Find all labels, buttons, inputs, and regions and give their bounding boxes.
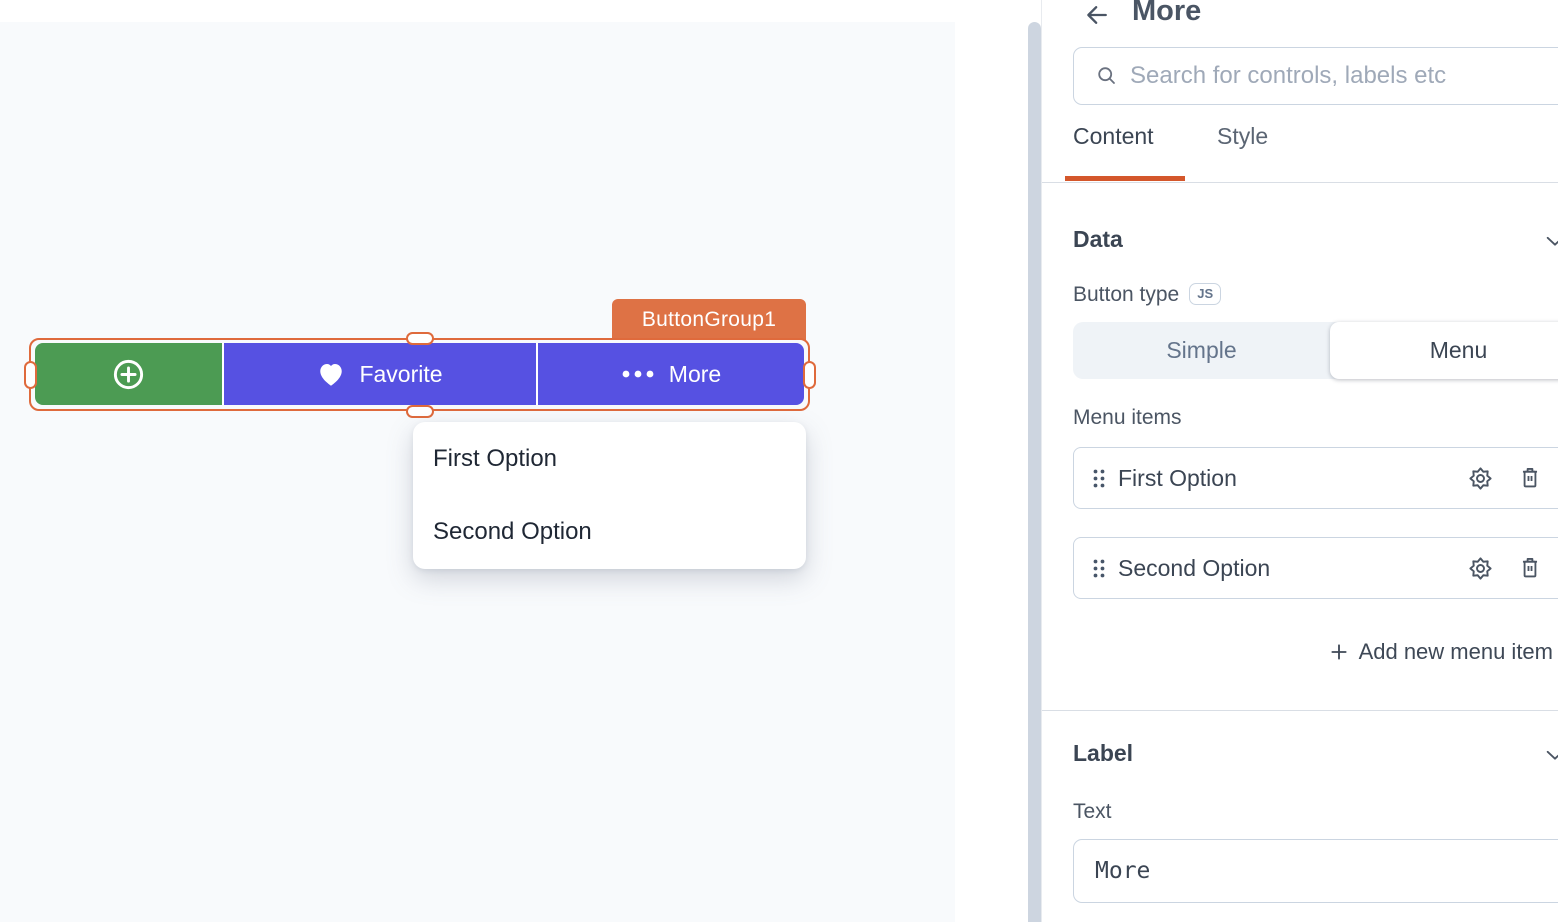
menu-items-label: Menu items bbox=[1073, 406, 1182, 429]
more-button-label: More bbox=[668, 360, 722, 387]
label-text-input[interactable] bbox=[1073, 839, 1558, 903]
divider bbox=[1042, 182, 1558, 183]
trash-icon bbox=[1517, 465, 1543, 492]
add-new-menu-item-button[interactable]: Add new menu item bbox=[1329, 639, 1553, 665]
heart-icon bbox=[317, 361, 345, 387]
resize-handle-bottom[interactable] bbox=[406, 405, 434, 418]
divider bbox=[1042, 710, 1558, 711]
tab-content[interactable]: Content bbox=[1073, 123, 1154, 149]
menu-item-delete-button[interactable] bbox=[1517, 465, 1543, 492]
chevron-down-icon bbox=[1544, 230, 1558, 252]
canvas-scrollbar[interactable] bbox=[1028, 22, 1041, 922]
widget-name-badge[interactable]: ButtonGroup1 bbox=[612, 299, 806, 340]
button-type-segmented-control: Simple Menu bbox=[1073, 322, 1558, 379]
active-tab-underline bbox=[1065, 176, 1185, 181]
property-pane: More Content Style Data Button type JS bbox=[1041, 0, 1558, 922]
chevron-down-icon bbox=[1544, 744, 1558, 766]
search-icon bbox=[1074, 64, 1119, 88]
drag-handle-icon[interactable] bbox=[1092, 558, 1106, 579]
menu-item-delete-button[interactable] bbox=[1517, 555, 1543, 582]
menu-item-label: First Option bbox=[1118, 464, 1237, 491]
dropdown-item-second[interactable]: Second Option bbox=[433, 518, 592, 545]
tab-style[interactable]: Style bbox=[1217, 123, 1269, 149]
js-toggle-button[interactable]: JS bbox=[1189, 283, 1222, 305]
property-search bbox=[1073, 47, 1558, 105]
panel-title: More bbox=[1132, 0, 1202, 27]
favorite-button-label: Favorite bbox=[359, 360, 443, 387]
button-type-label: Button type bbox=[1073, 283, 1180, 306]
button-type-label-row: Button type JS bbox=[1073, 283, 1222, 307]
resize-handle-left[interactable] bbox=[24, 361, 37, 389]
widget-selection-frame[interactable]: Favorite More bbox=[29, 338, 810, 411]
button-type-option-menu[interactable]: Menu bbox=[1330, 322, 1558, 379]
favorite-button[interactable]: Favorite bbox=[222, 343, 536, 405]
resize-handle-top[interactable] bbox=[406, 332, 434, 345]
drag-handle-icon[interactable] bbox=[1092, 468, 1106, 489]
back-button[interactable] bbox=[1083, 0, 1113, 30]
add-new-menu-item-label: Add new menu item bbox=[1358, 639, 1553, 664]
more-dropdown-menu: First Option Second Option bbox=[413, 422, 806, 569]
ellipsis-icon bbox=[621, 369, 655, 379]
button-type-option-simple[interactable]: Simple bbox=[1073, 322, 1330, 379]
search-input[interactable] bbox=[1130, 48, 1558, 104]
trash-icon bbox=[1517, 555, 1543, 582]
menu-item-row-first[interactable]: First Option bbox=[1073, 447, 1558, 509]
collapse-data-section-button[interactable] bbox=[1544, 230, 1558, 252]
menu-item-row-second[interactable]: Second Option bbox=[1073, 537, 1558, 599]
menu-item-settings-button[interactable] bbox=[1467, 465, 1494, 492]
canvas[interactable]: ButtonGroup1 bbox=[0, 22, 955, 922]
plus-icon bbox=[1329, 642, 1349, 662]
text-label: Text bbox=[1073, 800, 1112, 823]
section-title-label: Label bbox=[1073, 740, 1134, 766]
section-title-data: Data bbox=[1073, 226, 1123, 252]
dropdown-item-first[interactable]: First Option bbox=[433, 445, 558, 472]
add-button[interactable] bbox=[35, 343, 222, 405]
button-group-widget: Favorite More bbox=[35, 343, 804, 405]
collapse-label-section-button[interactable] bbox=[1544, 744, 1558, 766]
menu-item-settings-button[interactable] bbox=[1467, 555, 1494, 582]
more-button[interactable]: More bbox=[536, 343, 804, 405]
gear-icon bbox=[1467, 465, 1494, 492]
gear-icon bbox=[1467, 555, 1494, 582]
resize-handle-right[interactable] bbox=[803, 361, 816, 389]
plus-circle-icon bbox=[111, 357, 146, 392]
arrow-left-icon bbox=[1083, 1, 1113, 29]
menu-item-label: Second Option bbox=[1118, 554, 1271, 581]
